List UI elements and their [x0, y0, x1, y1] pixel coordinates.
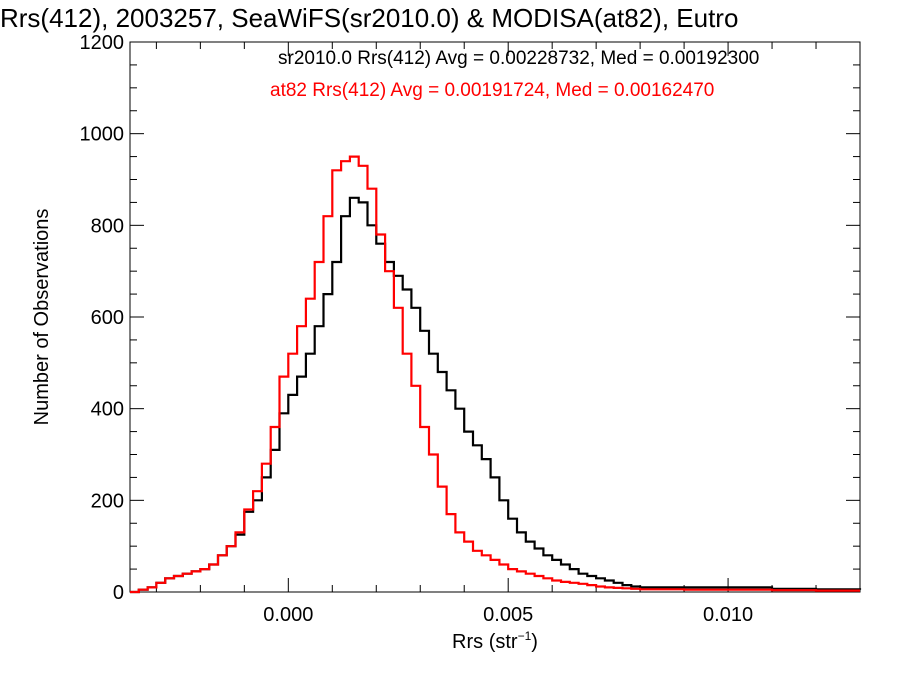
x-axis-label-close: ): [531, 631, 538, 653]
x-axis-label: Rrs (str−1): [452, 629, 538, 653]
y-tick-label: 1200: [80, 32, 125, 54]
annotation-at82: at82 Rrs(412) Avg = 0.00191724, Med = 0.…: [270, 80, 714, 101]
chart-title: Rrs(412), 2003257, SeaWiFS(sr2010.0) & M…: [0, 3, 738, 33]
series-layer: [130, 155, 862, 594]
y-axis-label: Number of Observations: [31, 209, 53, 426]
y-tick-label: 200: [91, 490, 124, 512]
y-tick-label: 400: [91, 399, 124, 421]
y-tick-label: 800: [91, 215, 124, 237]
x-tick-label: 0.010: [703, 604, 753, 626]
plot-frame: [129, 41, 861, 593]
y-tick-label: 1000: [80, 124, 125, 146]
y-tick-label: 600: [91, 307, 124, 329]
x-tick-label: 0.000: [263, 604, 313, 626]
annotation-sr2010: sr2010.0 Rrs(412) Avg = 0.00228732, Med …: [278, 48, 759, 69]
x-axis-label-superscript: −1: [518, 629, 532, 643]
x-tick-label: 0.005: [483, 604, 533, 626]
series-1: [130, 155, 860, 594]
series-line: [130, 155, 860, 594]
axes: 0 200 400 600 800 1000 1200 0.000 0.005 0.010: [80, 32, 861, 626]
y-tick-label: 0: [113, 582, 124, 604]
x-axis-label-main: Rrs (str: [452, 631, 518, 653]
